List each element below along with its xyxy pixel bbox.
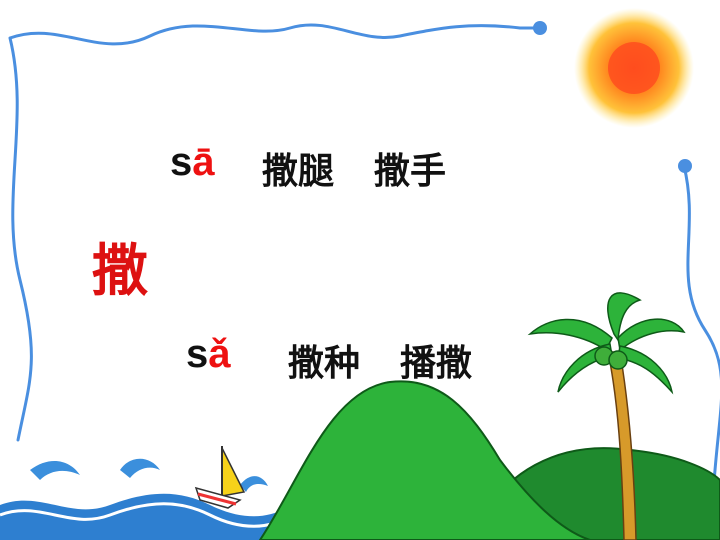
pinyin-final: ǎ — [208, 332, 231, 376]
main-character: 撒 — [92, 239, 148, 304]
hills — [258, 380, 720, 540]
palm-tree-icon — [527, 292, 686, 540]
word-item: 撒种 — [288, 343, 361, 384]
sun-icon — [574, 8, 694, 128]
wavy-border — [8, 23, 720, 540]
border-dot — [533, 21, 547, 35]
word-item: 撒腿 — [262, 151, 335, 192]
pinyin-sa-third-tone: sǎ — [186, 332, 231, 377]
pinyin-initial: s — [186, 332, 209, 376]
sailboat-icon — [194, 446, 246, 509]
word-item: 撒手 — [374, 151, 447, 192]
word-item: 播撒 — [400, 343, 473, 384]
pinyin-initial: s — [170, 140, 193, 184]
pinyin-final: ā — [192, 140, 215, 184]
pinyin-sa-first-tone: sā — [170, 140, 215, 185]
wave-icon — [0, 458, 291, 540]
border-dot — [678, 159, 692, 173]
